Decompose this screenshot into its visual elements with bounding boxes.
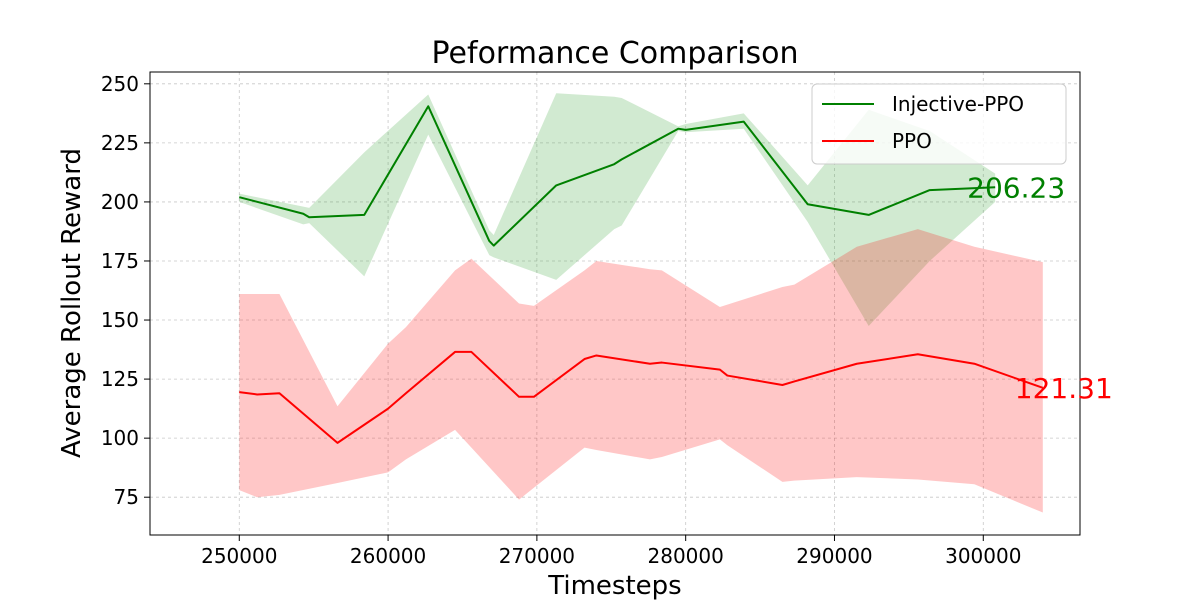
- x-tick-label: 300000: [945, 544, 1021, 568]
- series-lines: [239, 105, 1044, 444]
- confidence-bands: [239, 93, 1043, 513]
- injective-ppo-end-value-label: 206.23: [967, 171, 1065, 204]
- y-tick-label: 225: [101, 131, 139, 155]
- legend-box: [811, 83, 1067, 165]
- ppo-line: [239, 350, 1044, 444]
- x-tick-label: 260000: [350, 544, 426, 568]
- y-tick-label: 100: [101, 426, 139, 450]
- x-tick-label: 270000: [499, 544, 575, 568]
- y-axis-title: Average Rollout Reward: [57, 148, 87, 458]
- chart-title: Peformance Comparison: [432, 36, 799, 71]
- legend-label-injective-ppo: Injective-PPO: [892, 92, 1024, 116]
- axis-ticks: 250000 260000 270000 280000 290000 300000 75 10…: [101, 72, 1022, 568]
- x-axis-title: Timesteps: [547, 571, 681, 600]
- end-value-labels: 206.23 121.31: [967, 171, 1113, 405]
- injective-ppo-confidence-band: [239, 93, 996, 326]
- grid-lines: [150, 72, 1080, 535]
- y-tick-label: 250: [101, 72, 139, 96]
- y-tick-label: 200: [101, 190, 139, 214]
- x-tick-label: 290000: [796, 544, 872, 568]
- x-tick-label: 250000: [201, 544, 277, 568]
- y-tick-label: 150: [101, 308, 139, 332]
- y-tick-label: 175: [101, 249, 139, 273]
- legend-label-ppo: PPO: [892, 129, 932, 153]
- ppo-end-value-label: 121.31: [1015, 372, 1113, 405]
- y-tick-label: 75: [114, 485, 139, 509]
- y-tick-label: 125: [101, 367, 139, 391]
- plot-frame: [149, 71, 1081, 536]
- legend: Injective-PPO PPO: [811, 83, 1067, 165]
- x-tick-label: 280000: [648, 544, 724, 568]
- ppo-confidence-band: [239, 229, 1043, 513]
- injective-ppo-line: [239, 105, 996, 247]
